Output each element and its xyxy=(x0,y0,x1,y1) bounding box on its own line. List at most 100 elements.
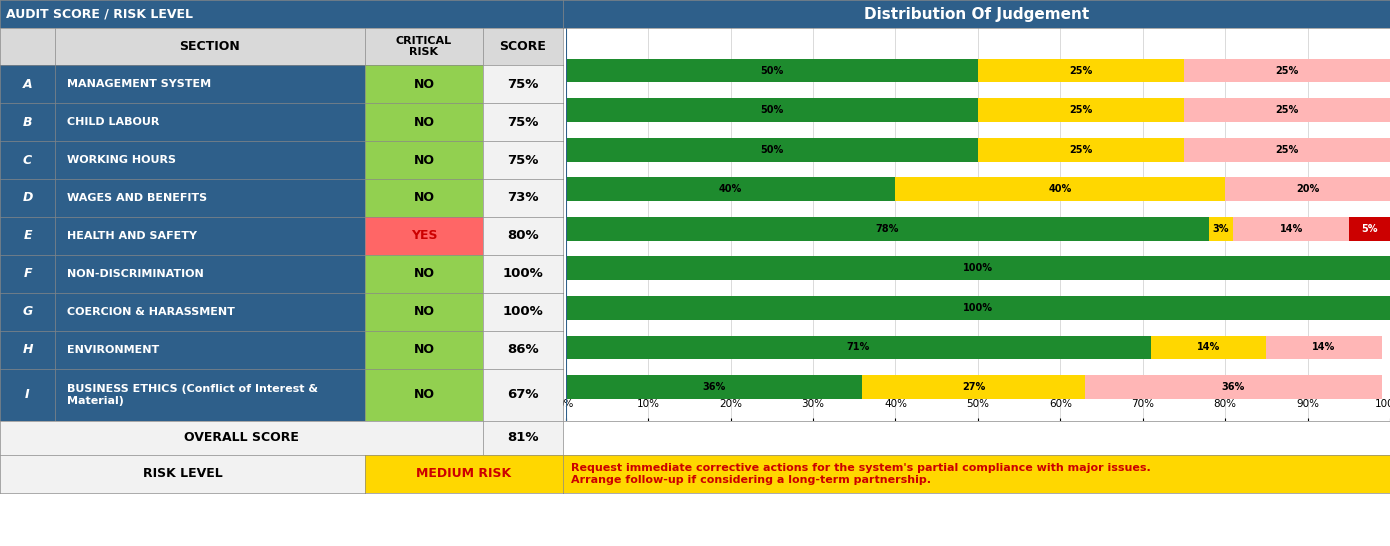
Text: AUDIT SCORE / RISK LEVEL: AUDIT SCORE / RISK LEVEL xyxy=(6,8,193,21)
Text: CHILD LABOUR: CHILD LABOUR xyxy=(67,117,160,127)
Text: COERCION & HARASSMENT: COERCION & HARASSMENT xyxy=(67,307,235,317)
Bar xyxy=(566,296,1390,320)
Text: NO: NO xyxy=(413,116,435,128)
Bar xyxy=(1266,336,1382,359)
Text: D: D xyxy=(22,192,33,205)
Text: NO: NO xyxy=(413,306,435,318)
Text: NO: NO xyxy=(413,389,435,401)
Text: 14%: 14% xyxy=(1197,342,1220,353)
Bar xyxy=(566,58,979,82)
Text: 75%: 75% xyxy=(507,116,539,128)
Bar xyxy=(566,138,979,162)
Bar xyxy=(1209,217,1233,241)
Text: 5%: 5% xyxy=(1361,224,1377,234)
Text: ENVIRONMENT: ENVIRONMENT xyxy=(67,345,160,355)
Text: 27%: 27% xyxy=(962,382,986,392)
Text: NO: NO xyxy=(413,268,435,281)
Text: 100%: 100% xyxy=(963,303,992,313)
Text: 50%: 50% xyxy=(760,105,784,115)
Text: F: F xyxy=(24,268,32,281)
Text: 86%: 86% xyxy=(507,343,539,357)
Text: NO: NO xyxy=(413,153,435,167)
Text: 78%: 78% xyxy=(876,224,899,234)
Bar xyxy=(1225,177,1390,201)
Bar xyxy=(566,217,1209,241)
Bar xyxy=(1184,138,1390,162)
Bar xyxy=(1184,98,1390,122)
Bar xyxy=(1184,58,1390,82)
Text: SCORE: SCORE xyxy=(499,40,546,53)
Text: 40%: 40% xyxy=(884,399,906,409)
Bar xyxy=(979,138,1184,162)
Bar xyxy=(1233,217,1348,241)
Bar xyxy=(1348,217,1390,241)
Text: C: C xyxy=(24,153,32,167)
Text: 75%: 75% xyxy=(507,78,539,91)
Bar xyxy=(895,177,1225,201)
Text: E: E xyxy=(24,229,32,242)
Text: HEALTH AND SAFETY: HEALTH AND SAFETY xyxy=(67,231,197,241)
Text: 100%: 100% xyxy=(503,268,543,281)
Text: 73%: 73% xyxy=(507,192,539,205)
Text: 67%: 67% xyxy=(507,389,539,401)
Text: 50%: 50% xyxy=(760,66,784,75)
Text: 75%: 75% xyxy=(507,153,539,167)
Text: I: I xyxy=(25,389,29,401)
Text: A: A xyxy=(22,78,32,91)
Text: 10%: 10% xyxy=(637,399,660,409)
Text: 25%: 25% xyxy=(1276,145,1298,155)
Text: WORKING HOURS: WORKING HOURS xyxy=(67,155,177,165)
Text: 20%: 20% xyxy=(719,399,742,409)
Bar xyxy=(566,177,895,201)
Text: 90%: 90% xyxy=(1295,399,1319,409)
Text: 81%: 81% xyxy=(507,431,539,444)
Text: 14%: 14% xyxy=(1312,342,1336,353)
Bar xyxy=(566,257,1390,280)
Text: NO: NO xyxy=(413,192,435,205)
Text: 71%: 71% xyxy=(847,342,870,353)
Text: 36%: 36% xyxy=(1222,382,1245,392)
Text: 40%: 40% xyxy=(719,184,742,194)
Text: 30%: 30% xyxy=(802,399,824,409)
Bar xyxy=(979,98,1184,122)
Text: 100%: 100% xyxy=(1375,399,1390,409)
Bar xyxy=(566,375,863,399)
Text: 60%: 60% xyxy=(1049,399,1072,409)
Text: MANAGEMENT SYSTEM: MANAGEMENT SYSTEM xyxy=(67,79,211,89)
Text: WAGES AND BENEFITS: WAGES AND BENEFITS xyxy=(67,193,207,203)
Bar xyxy=(566,98,979,122)
Text: Distribution Of Judgement: Distribution Of Judgement xyxy=(863,7,1090,21)
Text: B: B xyxy=(22,116,32,128)
Text: NO: NO xyxy=(413,343,435,357)
Text: Request immediate corrective actions for the system's partial compliance with ma: Request immediate corrective actions for… xyxy=(571,463,1151,485)
Text: NO: NO xyxy=(413,78,435,91)
Text: 50%: 50% xyxy=(760,145,784,155)
Text: OVERALL SCORE: OVERALL SCORE xyxy=(183,431,299,444)
Text: NON-DISCRIMINATION: NON-DISCRIMINATION xyxy=(67,269,204,279)
Text: MEDIUM RISK: MEDIUM RISK xyxy=(417,467,512,480)
Text: 100%: 100% xyxy=(503,306,543,318)
Bar xyxy=(863,375,1086,399)
Text: 70%: 70% xyxy=(1131,399,1154,409)
Text: 25%: 25% xyxy=(1069,105,1093,115)
Text: 100%: 100% xyxy=(963,263,992,274)
Text: RISK LEVEL: RISK LEVEL xyxy=(143,467,222,480)
Text: H: H xyxy=(22,343,33,357)
Text: 80%: 80% xyxy=(1213,399,1237,409)
Bar xyxy=(566,336,1151,359)
Text: 20%: 20% xyxy=(1295,184,1319,194)
Text: BUSINESS ETHICS (Conflict of Interest &
Material): BUSINESS ETHICS (Conflict of Interest & … xyxy=(67,384,318,406)
Bar xyxy=(1151,336,1266,359)
Text: G: G xyxy=(22,306,32,318)
Text: 25%: 25% xyxy=(1276,66,1298,75)
Text: YES: YES xyxy=(411,229,438,242)
Text: 25%: 25% xyxy=(1069,66,1093,75)
Text: 40%: 40% xyxy=(1048,184,1072,194)
Text: 25%: 25% xyxy=(1276,105,1298,115)
Text: 50%: 50% xyxy=(966,399,990,409)
Text: 80%: 80% xyxy=(507,229,539,242)
Text: 14%: 14% xyxy=(1279,224,1302,234)
Text: CRITICAL
RISK: CRITICAL RISK xyxy=(396,35,452,57)
Text: 0%: 0% xyxy=(557,399,574,409)
Text: 3%: 3% xyxy=(1213,224,1229,234)
